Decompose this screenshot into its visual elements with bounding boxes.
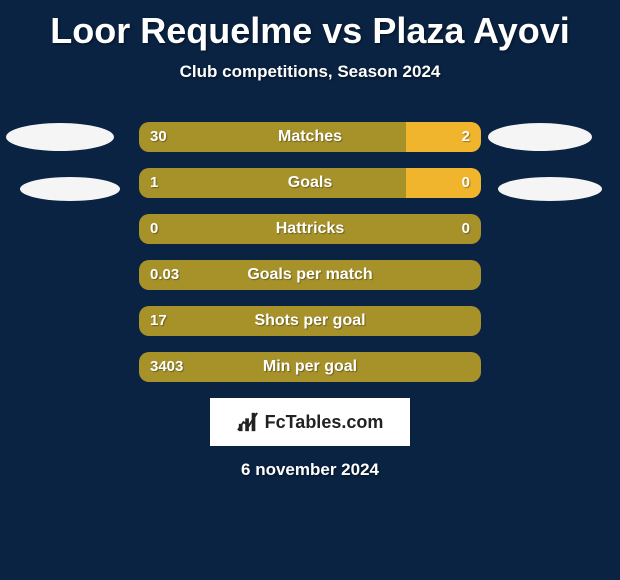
- stat-value-right: 0: [462, 214, 470, 244]
- stat-bar-left: [139, 260, 481, 290]
- stat-bar-left: [139, 122, 406, 152]
- stat-bar-left: [139, 352, 481, 382]
- bar-chart-icon: [237, 411, 259, 433]
- stats-container: Matches302Goals10Hattricks00Goals per ma…: [0, 122, 620, 382]
- stat-bar-track: [139, 306, 481, 336]
- stat-bar-left: [139, 168, 406, 198]
- subtitle: Club competitions, Season 2024: [0, 62, 620, 82]
- stat-bar-track: [139, 260, 481, 290]
- stat-bar-left: [139, 306, 481, 336]
- fctables-logo[interactable]: FcTables.com: [210, 398, 410, 446]
- logo-text: FcTables.com: [265, 412, 384, 433]
- stat-value-left: 30: [150, 122, 167, 152]
- date-label: 6 november 2024: [0, 460, 620, 480]
- stat-value-right: 0: [462, 168, 470, 198]
- stat-row: Shots per goal17: [0, 306, 620, 336]
- stat-value-left: 1: [150, 168, 158, 198]
- stat-value-left: 17: [150, 306, 167, 336]
- stat-value-left: 0: [150, 214, 158, 244]
- stat-bar-left: [139, 214, 481, 244]
- stat-row: Goals per match0.03: [0, 260, 620, 290]
- stat-value-right: 2: [462, 122, 470, 152]
- team-oval: [488, 123, 592, 151]
- team-oval: [20, 177, 120, 201]
- stat-row: Min per goal3403: [0, 352, 620, 382]
- stat-bar-track: [139, 352, 481, 382]
- stat-bar-track: [139, 168, 481, 198]
- team-oval: [498, 177, 602, 201]
- team-oval: [6, 123, 114, 151]
- stat-value-left: 0.03: [150, 260, 179, 290]
- stat-bar-track: [139, 122, 481, 152]
- stat-row: Hattricks00: [0, 214, 620, 244]
- stat-value-left: 3403: [150, 352, 183, 382]
- page-title: Loor Requelme vs Plaza Ayovi: [0, 0, 620, 52]
- stat-bar-track: [139, 214, 481, 244]
